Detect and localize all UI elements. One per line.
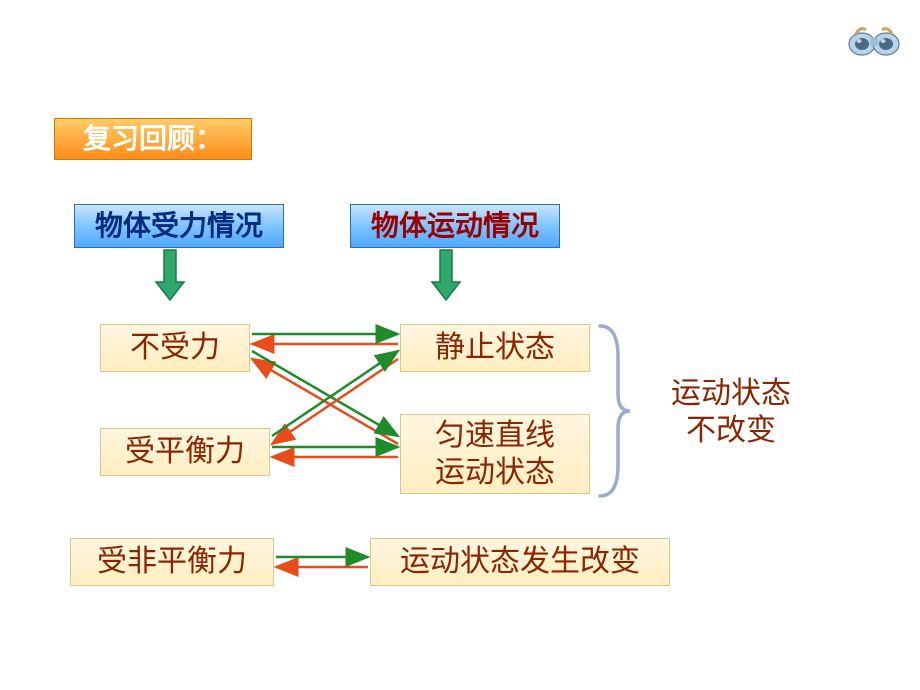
- node-unbalanced-text: 受非平衡力: [97, 543, 247, 581]
- node-no-force: 不受力: [100, 324, 250, 372]
- node-changed-text: 运动状态发生改变: [400, 543, 640, 581]
- title-box: 复习回顾：: [54, 118, 252, 160]
- header-motion-text: 物体运动情况: [371, 209, 539, 244]
- node-changed: 运动状态发生改变: [370, 538, 670, 586]
- header-motion: 物体运动情况: [350, 204, 560, 248]
- node-stationary: 静止状态: [400, 324, 590, 372]
- summary-text-box: 运动状态 不改变: [646, 372, 816, 452]
- binoculars-icon: [846, 20, 902, 65]
- node-uniform: 匀速直线 运动状态: [400, 414, 590, 494]
- node-balanced-text: 受平衡力: [125, 433, 245, 471]
- node-no-force-text: 不受力: [130, 329, 220, 367]
- node-stationary-text: 静止状态: [435, 329, 555, 367]
- node-uniform-text: 匀速直线 运动状态: [435, 417, 555, 492]
- title-text: 复习回顾：: [83, 122, 223, 157]
- node-balanced: 受平衡力: [100, 428, 270, 476]
- node-unbalanced: 受非平衡力: [70, 538, 274, 586]
- header-force-text: 物体受力情况: [95, 209, 263, 244]
- header-force: 物体受力情况: [74, 204, 284, 248]
- summary-text: 运动状态 不改变: [671, 375, 791, 450]
